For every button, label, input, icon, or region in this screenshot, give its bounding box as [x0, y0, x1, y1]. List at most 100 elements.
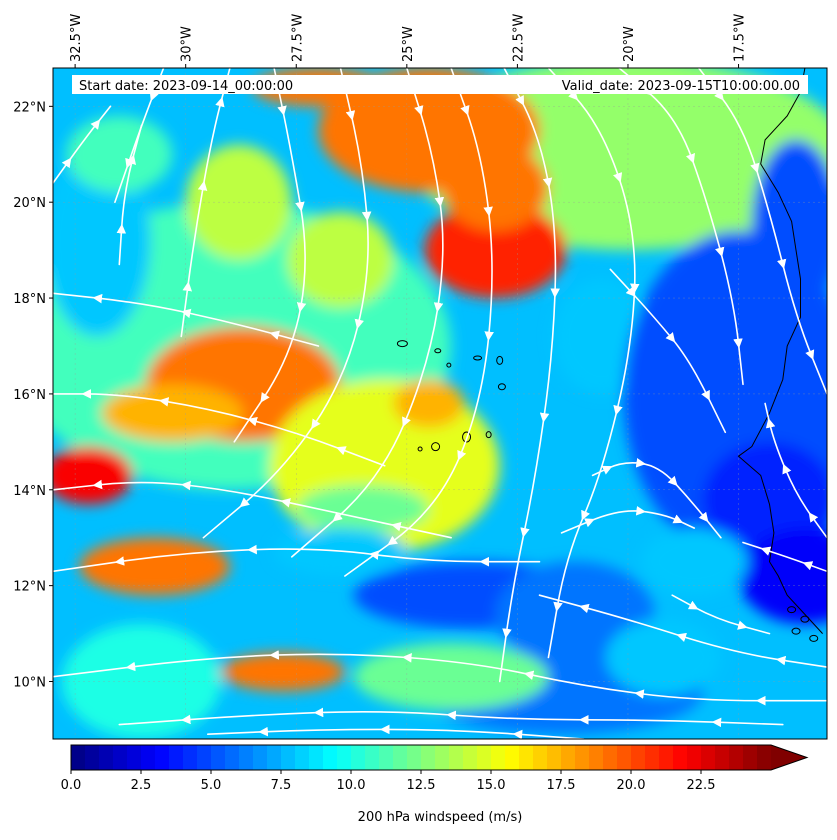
- colorbar-segment: [239, 745, 254, 770]
- colorbar-segment: [197, 745, 212, 770]
- date-header-box: [72, 75, 808, 94]
- colorbar-segment: [603, 745, 618, 770]
- longitude-tick-label: 30°W: [180, 26, 195, 62]
- colorbar-segment: [729, 745, 744, 770]
- colorbar-tick-label: 5.0: [201, 778, 222, 793]
- streamline: [742, 541, 827, 573]
- colorbar-segment: [323, 745, 338, 770]
- colorbar-label: 200 hPa windspeed (m/s): [358, 810, 523, 825]
- colorbar-segment: [309, 745, 324, 770]
- streamline: [53, 292, 320, 347]
- colorbar-segment: [183, 745, 198, 770]
- colorbar-segment: [463, 745, 478, 770]
- wind-speed-region: [751, 139, 827, 313]
- map-frame: [52, 67, 828, 740]
- colorbar-segment: [589, 745, 604, 770]
- colorbar-segment: [757, 745, 772, 770]
- colorbar: 0.0 2.5 5.0 7.5 10.0 12.5 15.0 17.5 20.0 22.5 200…: [61, 744, 809, 825]
- colorbar-tick-label: 22.5: [687, 778, 716, 793]
- streamline: [53, 650, 827, 706]
- streamline: [53, 389, 386, 467]
- colorbar-segment: [701, 745, 716, 770]
- island-outline: [791, 627, 801, 635]
- wind-speed-region: [353, 643, 549, 711]
- colorbar-segment: [449, 745, 464, 770]
- colorbar-tick-label: 20.0: [617, 778, 646, 793]
- latitude-tick-label: 18°N: [13, 292, 46, 307]
- colorbar-segment: [673, 745, 688, 770]
- longitude-tick-label: 22.5°W: [511, 14, 526, 62]
- colorbar-segment: [743, 745, 758, 770]
- streamline: [118, 707, 784, 728]
- wind-speed-region: [53, 446, 133, 505]
- wind-speed-region: [442, 144, 549, 231]
- island-outline: [800, 615, 810, 623]
- colorbar-segment: [127, 745, 142, 770]
- streamline: [591, 457, 722, 539]
- colorbar-segment: [393, 745, 408, 770]
- colorbar-segment: [421, 745, 436, 770]
- streamline: [114, 68, 165, 203]
- colorbar-segment: [645, 745, 660, 770]
- colorbar-tick-label: 15.0: [477, 778, 506, 793]
- colorbar-segment: [561, 745, 576, 770]
- colorbar-segment: [379, 745, 394, 770]
- streamline: [53, 479, 452, 539]
- colorbar-segments: [70, 744, 809, 771]
- colorbar-segment: [407, 745, 422, 770]
- colorbar-tick-label: 12.5: [407, 778, 436, 793]
- streamline: [53, 105, 112, 184]
- colorbar-segment: [631, 745, 646, 770]
- colorbar-tick-label: 17.5: [547, 778, 576, 793]
- longitude-tick-label: 25°W: [401, 26, 416, 62]
- colorbar-segment: [575, 745, 590, 770]
- latitude-tick-label: 14°N: [13, 484, 46, 499]
- colorbar-segment: [715, 745, 730, 770]
- colorbar-extend-arrow: [771, 745, 807, 770]
- streamline: [53, 544, 541, 573]
- colorbar-segment: [337, 745, 352, 770]
- longitude-tick-label: 32.5°W: [69, 14, 84, 62]
- colorbar-segment: [141, 745, 156, 770]
- map-panel: Start date: 2023-09-14_00:00:00 Valid_da…: [13, 14, 828, 740]
- colorbar-tick-label: 2.5: [131, 778, 152, 793]
- colorbar-segment: [85, 745, 100, 770]
- streamline: [560, 506, 696, 534]
- longitude-tick-label: 27.5°W: [290, 14, 305, 62]
- colorbar-tick-labels: 0.0 2.5 5.0 7.5 10.0 12.5 15.0 17.5 20.0 22.5: [61, 770, 716, 793]
- colorbar-segment: [253, 745, 268, 770]
- latitude-tick-label: 12°N: [13, 580, 46, 595]
- latitude-tick-label: 22°N: [13, 100, 46, 115]
- colorbar-segment: [169, 745, 184, 770]
- colorbar-segment: [505, 745, 520, 770]
- colorbar-segment: [435, 745, 450, 770]
- streamline: [609, 268, 727, 434]
- streamline: [538, 594, 827, 668]
- colorbar-outline: [70, 744, 809, 771]
- colorbar-segment: [295, 745, 310, 770]
- colorbar-segment: [365, 745, 380, 770]
- colorbar-segment: [659, 745, 674, 770]
- wind-speed-region: [66, 115, 173, 193]
- colorbar-segment: [267, 745, 282, 770]
- latitude-tick-label: 20°N: [13, 196, 46, 211]
- streamline: [764, 402, 827, 539]
- colorbar-segment: [99, 745, 114, 770]
- wind-speed-region: [79, 537, 230, 596]
- colorbar-tick-label: 7.5: [271, 778, 292, 793]
- streamline: [344, 68, 494, 577]
- colorbar-segment: [281, 745, 296, 770]
- longitude-tick-labels: 32.5°W 30°W 27.5°W 25°W 22.5°W 20°W 17.5°W: [69, 14, 748, 68]
- latitude-tick-label: 10°N: [13, 675, 46, 690]
- wind-speed-region: [274, 528, 407, 577]
- streamline: [671, 594, 771, 635]
- wind-speed-region: [61, 623, 222, 739]
- latitude-tick-label: 16°N: [13, 388, 46, 403]
- wind-speed-region: [221, 652, 345, 692]
- colorbar-segment: [519, 745, 534, 770]
- colorbar-segment: [687, 745, 702, 770]
- colorbar-segment: [211, 745, 226, 770]
- start-date-label: Start date: 2023-09-14_00:00:00: [79, 79, 293, 94]
